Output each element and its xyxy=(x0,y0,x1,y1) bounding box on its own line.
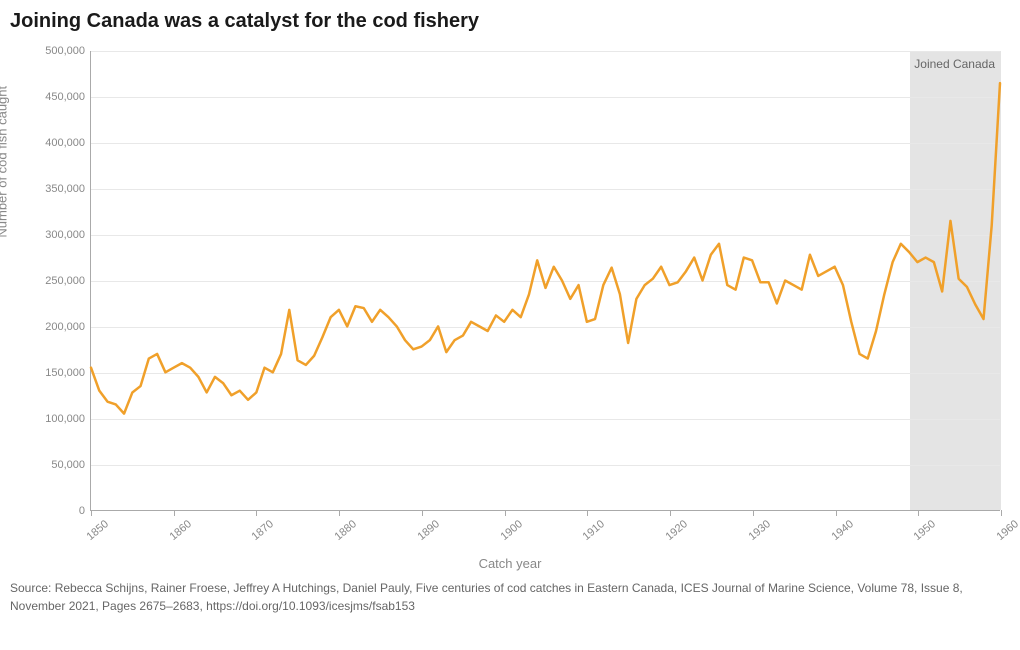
x-tick xyxy=(753,510,754,516)
y-tick-label: 150,000 xyxy=(45,367,91,379)
x-tick xyxy=(587,510,588,516)
x-tick-label: 1950 xyxy=(912,518,938,543)
y-tick-label: 250,000 xyxy=(45,275,91,287)
y-tick-label: 450,000 xyxy=(45,91,91,103)
y-tick-label: 100,000 xyxy=(45,413,91,425)
x-tick xyxy=(918,510,919,516)
x-tick-label: 1940 xyxy=(829,518,855,543)
x-tick-label: 1850 xyxy=(84,518,110,543)
x-tick-label: 1890 xyxy=(415,518,441,543)
x-tick xyxy=(339,510,340,516)
x-tick xyxy=(1001,510,1002,516)
x-tick xyxy=(174,510,175,516)
y-tick-label: 0 xyxy=(79,505,91,517)
x-tick xyxy=(670,510,671,516)
y-tick-label: 400,000 xyxy=(45,137,91,149)
chart-title: Joining Canada was a catalyst for the co… xyxy=(10,10,1010,33)
source-citation: Source: Rebecca Schijns, Rainer Froese, … xyxy=(10,579,1010,615)
plot-area: Joined Canada 050,000100,000150,000200,0… xyxy=(90,51,1000,511)
x-tick xyxy=(91,510,92,516)
chart-container: Number of cod fish caught Joined Canada … xyxy=(10,41,1010,571)
line-series xyxy=(91,51,1000,510)
x-tick xyxy=(256,510,257,516)
y-axis-label: Number of cod fish caught xyxy=(0,86,10,238)
x-tick xyxy=(422,510,423,516)
x-tick-label: 1860 xyxy=(167,518,193,543)
x-tick xyxy=(505,510,506,516)
x-tick-label: 1920 xyxy=(664,518,690,543)
x-axis-label: Catch year xyxy=(479,556,542,571)
x-tick-label: 1870 xyxy=(250,518,276,543)
x-tick xyxy=(836,510,837,516)
y-tick-label: 500,000 xyxy=(45,45,91,57)
x-tick-label: 1880 xyxy=(333,518,359,543)
y-tick-label: 50,000 xyxy=(51,459,91,471)
y-tick-label: 300,000 xyxy=(45,229,91,241)
x-tick-label: 1930 xyxy=(746,518,772,543)
x-tick-label: 1960 xyxy=(994,518,1020,543)
x-tick-label: 1900 xyxy=(498,518,524,543)
y-tick-label: 200,000 xyxy=(45,321,91,333)
x-tick-label: 1910 xyxy=(581,518,607,543)
y-tick-label: 350,000 xyxy=(45,183,91,195)
